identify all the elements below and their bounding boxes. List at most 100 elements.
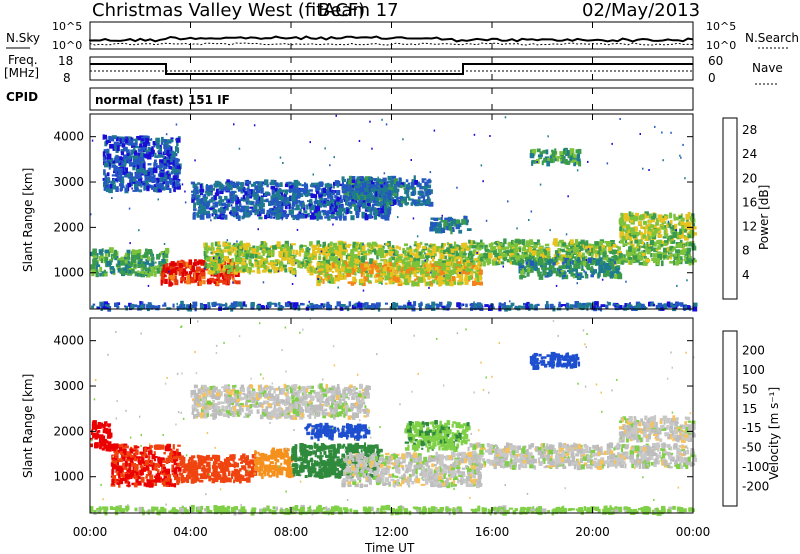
heatmap-cell [564,257,569,264]
heatmap-cell [446,226,449,231]
heatmap-cell [198,279,202,285]
heatmap-cell [213,184,218,187]
heatmap-cell [355,204,359,211]
heatmap-cell [663,252,668,256]
heatmap-cell [198,275,202,282]
heatmap-cell [477,256,481,262]
heatmap-cell [119,270,124,274]
heatmap-cell [280,206,283,211]
heatmap-cell [105,188,110,192]
heatmap-cell [498,253,504,256]
heatmap-cell [566,259,570,266]
heatmap-cell [133,150,138,156]
heatmap-cell [147,168,152,172]
heatmap-cell [642,234,647,239]
heatmap-cell [109,266,115,270]
heatmap-cell [573,154,577,158]
heatmap-cell [163,258,169,263]
heatmap-cell [606,265,612,270]
heatmap-cell [291,214,296,218]
heatmap-cell [494,261,499,266]
heatmap-cell [322,187,326,194]
heatmap-cell [686,241,689,247]
heatmap-cell [628,211,632,217]
heatmap-cell [285,252,288,258]
heatmap-cell [255,181,258,184]
heatmap-cell [240,197,245,202]
heatmap-cell [166,263,169,266]
heatmap-cell [137,174,142,179]
heatmap-cell [646,224,652,230]
heatmap-cell [391,175,397,180]
heatmap-cell [154,305,158,309]
heatmap-cell [439,270,444,275]
heatmap-cell [373,214,378,220]
heatmap-cell [569,239,574,245]
heatmap-cell [427,184,432,189]
heatmap-cell [295,204,300,210]
heatmap-cell [196,212,200,216]
heatmap-cell [650,228,653,234]
heatmap-cell [493,245,497,251]
heatmap-cell [151,149,154,154]
heatmap-cell [222,267,226,271]
heatmap-cell [139,301,142,307]
heatmap-cell [414,253,420,259]
heatmap-cell [358,260,362,263]
heatmap-cell [308,189,313,192]
heatmap-cell [331,213,335,219]
heatmap-cell [670,245,674,249]
heatmap-cell [442,274,445,281]
heatmap-cell [132,165,136,171]
heatmap-cell [241,264,246,269]
heatmap-cell [552,152,556,158]
heatmap-cell [668,252,673,255]
heatmap-cell [254,209,258,212]
heatmap-cell [426,179,430,182]
heatmap-cell [136,164,140,169]
heatmap-cell [270,179,275,186]
heatmap-cell [560,269,565,273]
heatmap-cell [395,262,399,266]
heatmap-cell [386,269,390,276]
heatmap-cell [555,253,560,258]
heatmap-cell [465,269,470,275]
heatmap-cell [684,253,687,256]
heatmap-cell [346,208,349,214]
heatmap-cell [602,252,607,258]
heatmap-cell [215,253,220,256]
heatmap-cell [300,261,304,265]
heatmap-cell [163,274,167,278]
heatmap-cell [362,245,366,251]
heatmap-cell [238,208,241,212]
heatmap-cell [219,208,222,214]
heatmap-cell [350,195,354,200]
heatmap-cell [400,184,403,189]
heatmap-cell [598,253,601,259]
heatmap-cell [207,210,211,215]
heatmap-cell [673,260,676,266]
heatmap-cell [626,254,631,258]
heatmap-cell [130,183,133,187]
heatmap-cell [384,250,389,257]
heatmap-cell [640,225,644,230]
heatmap-cell [678,234,684,239]
heatmap-cell [223,255,229,262]
heatmap-cell [274,194,278,198]
heatmap-cell [436,269,439,273]
heatmap-cell [398,246,401,251]
heatmap-cell [458,306,462,310]
heatmap-cell [137,172,142,176]
heatmap-cell [637,252,643,255]
heatmap-cell [118,183,124,187]
heatmap-cell [607,302,611,306]
heatmap-cell [414,278,417,282]
heatmap-cell [345,211,348,215]
heatmap-cell [304,187,308,194]
heatmap-cell [385,243,390,246]
heatmap-cell [407,277,412,283]
heatmap-cell [681,225,685,231]
heatmap-cell [449,272,452,277]
heatmap-cell [417,196,421,201]
heatmap-cell [352,202,356,207]
